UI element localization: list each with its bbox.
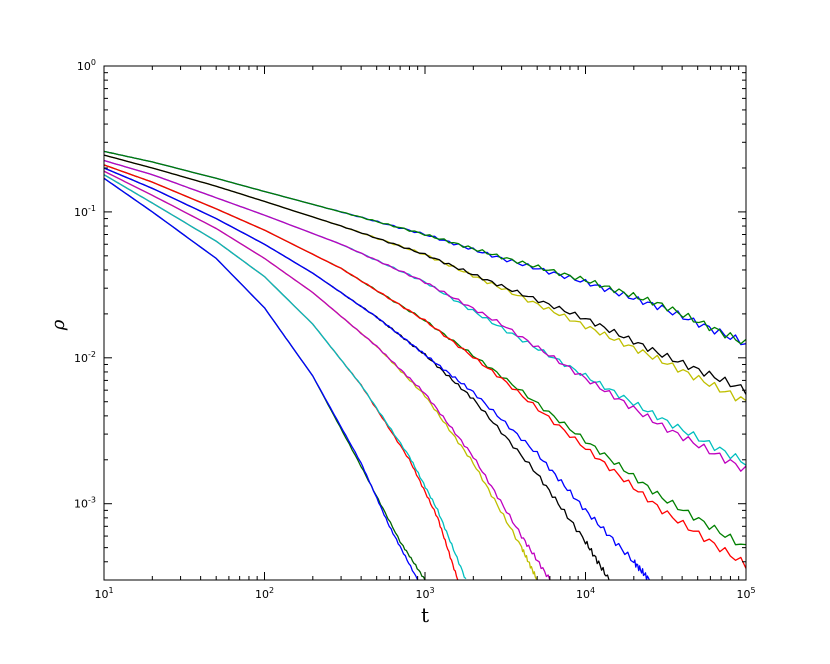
series-line (103, 150, 747, 345)
x-axis-label: t (421, 603, 429, 627)
tick-layer: 101 102 103 104 105 100 10-1 10-2 10-3 (74, 58, 756, 601)
series-line (103, 177, 419, 581)
x-tick-label: 104 (576, 586, 595, 601)
x-tick-label: 103 (415, 586, 434, 601)
y-tick-label: 10-2 (74, 350, 96, 365)
x-tick-label: 101 (94, 586, 113, 601)
y-tick-label: 10-3 (74, 496, 96, 511)
y-tick-label: 100 (77, 58, 96, 73)
series-line (103, 167, 650, 581)
y-tick-label: 10-1 (74, 204, 96, 219)
series-line (103, 174, 467, 580)
series-line (103, 154, 747, 395)
series-line (103, 164, 747, 569)
plot-background (104, 66, 746, 580)
series-line (103, 170, 551, 581)
x-tick-label: 105 (736, 586, 755, 601)
series-layer (103, 150, 747, 581)
series-line (103, 159, 747, 472)
plot-frame (103, 65, 747, 581)
x-tick-label: 102 (255, 586, 274, 601)
y-axis-label: ρ (48, 319, 69, 331)
